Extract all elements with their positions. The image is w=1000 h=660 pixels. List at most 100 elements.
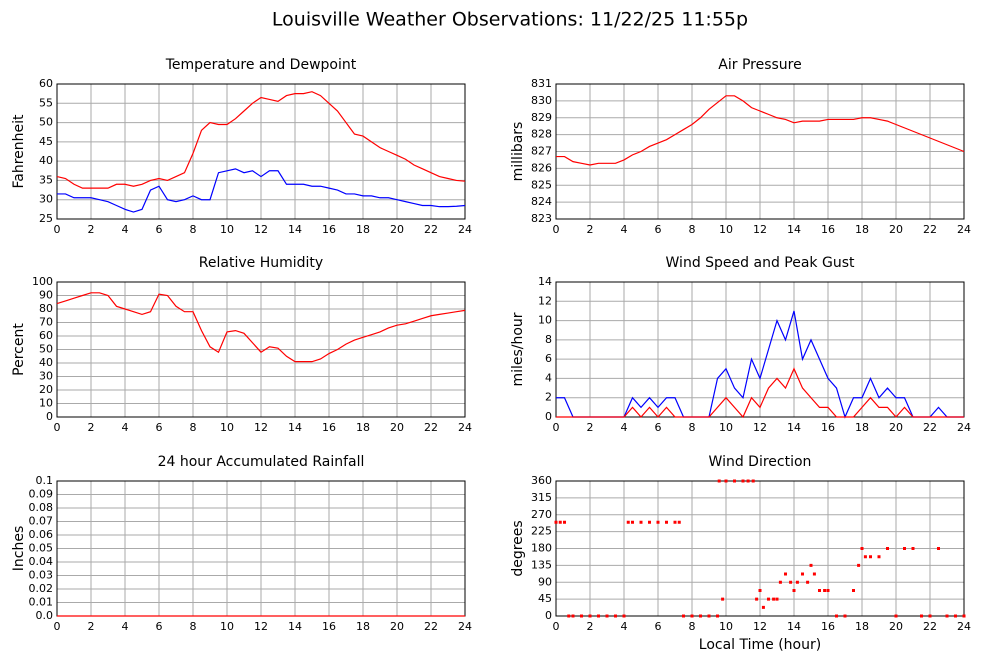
subplot-title: 24 hour Accumulated Rainfall <box>158 454 365 470</box>
point <box>801 572 804 576</box>
x-tick-label: 2 <box>88 620 95 633</box>
x-tick-label: 6 <box>156 223 163 236</box>
x-tick-label: 6 <box>156 421 163 434</box>
x-tick-label: 4 <box>122 620 129 633</box>
y-axis-label: degrees <box>510 520 526 576</box>
x-tick-label: 16 <box>821 223 835 236</box>
plot-frame <box>555 480 965 617</box>
y-tick-label: 135 <box>531 558 552 571</box>
plot-frame <box>555 281 965 418</box>
y-tick-label: 80 <box>39 302 53 315</box>
y-tick-label: 830 <box>531 94 552 107</box>
point <box>792 589 796 592</box>
x-tick-label: 18 <box>855 620 869 633</box>
point <box>863 555 867 559</box>
y-tick-label: 0.08 <box>29 501 54 514</box>
x-tick-label: 8 <box>190 620 197 633</box>
x-tick-label: 0 <box>553 223 560 236</box>
x-tick-label: 2 <box>88 223 95 236</box>
point <box>597 614 600 618</box>
x-tick-label: 22 <box>923 421 937 434</box>
y-tick-label: 10 <box>538 314 552 327</box>
y-tick-label: 0.05 <box>29 542 54 555</box>
y-axis-label: Fahrenheit <box>11 114 27 189</box>
x-tick-label: 10 <box>719 620 733 633</box>
x-tick-label: 10 <box>719 421 733 434</box>
x-tick-label: 22 <box>424 223 438 236</box>
y-tick-label: 831 <box>531 77 552 90</box>
x-tick-label: 24 <box>957 223 971 236</box>
x-tick-label: 4 <box>621 223 628 236</box>
x-axis-label: Local Time (hour) <box>699 637 821 653</box>
x-tick-label: 22 <box>424 620 438 633</box>
y-tick-label: 4 <box>545 371 552 384</box>
y-tick-label: 30 <box>39 370 53 383</box>
point <box>860 547 864 550</box>
point <box>580 614 583 618</box>
point <box>721 597 725 601</box>
x-tick-label: 12 <box>254 223 268 236</box>
x-tick-label: 8 <box>689 421 696 434</box>
x-tick-label: 6 <box>655 620 662 633</box>
x-tick-label: 18 <box>356 223 370 236</box>
y-tick-label: 0.01 <box>29 596 54 609</box>
x-tick-label: 20 <box>889 223 903 236</box>
point <box>588 614 592 618</box>
point <box>772 597 776 601</box>
x-tick-label: 22 <box>424 421 438 434</box>
y-tick-label: 0.1 <box>36 474 54 487</box>
point <box>746 479 750 483</box>
y-tick-label: 823 <box>531 212 552 225</box>
series-line <box>556 95 965 166</box>
point <box>690 614 694 618</box>
point <box>962 614 966 618</box>
point <box>631 520 634 524</box>
point <box>707 614 711 618</box>
x-tick-label: 20 <box>889 620 903 633</box>
y-tick-label: 0.09 <box>29 488 54 501</box>
point <box>857 563 861 567</box>
y-tick-label: 10 <box>39 397 53 410</box>
x-tick-label: 2 <box>88 421 95 434</box>
y-tick-label: 829 <box>531 111 552 124</box>
point <box>778 580 782 584</box>
point <box>818 589 821 592</box>
series-line <box>556 367 964 419</box>
x-tick-label: 0 <box>54 620 61 633</box>
point <box>677 520 681 524</box>
point <box>682 614 685 618</box>
y-tick-label: 90 <box>39 289 53 302</box>
x-tick-label: 6 <box>655 223 662 236</box>
y-tick-label: 30 <box>39 193 53 206</box>
subplot-title: Wind Speed and Peak Gust <box>666 255 855 271</box>
series-line <box>56 292 466 363</box>
point <box>767 597 770 601</box>
x-tick-label: 12 <box>254 421 268 434</box>
x-tick-label: 12 <box>753 421 767 434</box>
page-title: Louisville Weather Observations: 11/22/2… <box>272 9 748 31</box>
y-tick-label: 20 <box>39 383 53 396</box>
x-tick-label: 8 <box>689 223 696 236</box>
x-tick-label: 8 <box>689 620 696 633</box>
y-tick-label: 360 <box>531 474 552 487</box>
point <box>558 520 562 524</box>
x-tick-label: 18 <box>855 223 869 236</box>
x-tick-label: 10 <box>719 223 733 236</box>
y-tick-label: 0.06 <box>29 528 54 541</box>
x-tick-label: 16 <box>821 421 835 434</box>
point <box>724 479 728 483</box>
point <box>733 479 736 483</box>
y-tick-label: 0.04 <box>29 555 54 568</box>
point <box>806 580 810 584</box>
point <box>869 555 872 559</box>
y-tick-label: 826 <box>531 161 552 174</box>
x-tick-label: 16 <box>322 421 336 434</box>
x-tick-label: 14 <box>787 223 801 236</box>
x-tick-label: 20 <box>390 421 404 434</box>
point <box>945 614 949 618</box>
y-axis-label: millibars <box>510 122 526 182</box>
x-tick-label: 0 <box>553 620 560 633</box>
point <box>809 563 813 567</box>
x-tick-label: 18 <box>356 421 370 434</box>
